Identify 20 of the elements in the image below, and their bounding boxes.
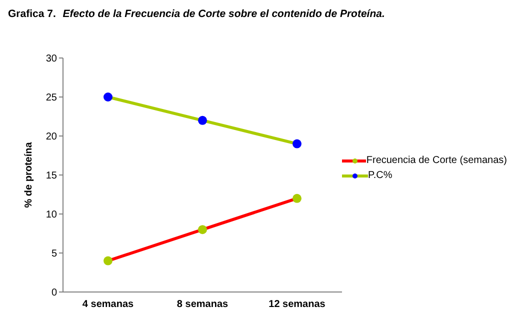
point	[292, 194, 302, 203]
legend-label: Frecuencia de Corte (semanas)	[366, 155, 507, 166]
legend-label: P.C%	[368, 170, 392, 181]
x-tick-label: 4 semanas	[82, 299, 134, 310]
point	[292, 139, 302, 148]
point	[198, 116, 207, 125]
y-tick-label: 15	[46, 170, 58, 182]
y-tick-label: 5	[51, 248, 58, 260]
y-axis-title: % de proteína	[24, 142, 35, 208]
point	[104, 256, 112, 266]
y-tick-label: 20	[46, 132, 58, 143]
y-tick-label: 30	[46, 54, 58, 65]
y-tick-label: 10	[46, 210, 58, 221]
point	[104, 92, 112, 102]
x-tick-label: 12 semanas	[268, 299, 326, 310]
point	[198, 225, 207, 234]
y-tick-label: 0	[51, 288, 58, 299]
x-tick-label: 8 semanas	[176, 299, 229, 310]
chart-title: Grafica 7. Efecto de la Frecuencia de Corte sobre el contenido de Proteína.	[8, 8, 386, 22]
y-tick-label: 25	[46, 92, 58, 104]
